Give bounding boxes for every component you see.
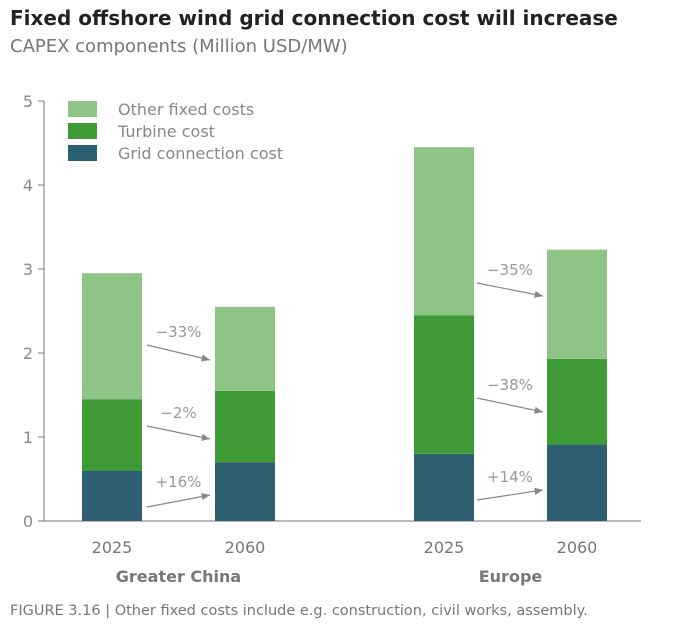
change-label: −35% [487,261,533,279]
change-label: +16% [156,473,202,491]
y-tick-label: 5 [23,92,33,111]
change-arrow [146,344,211,362]
change-arrow [146,493,211,508]
change-label: −38% [487,376,533,394]
y-tick-label: 4 [23,176,33,195]
legend-swatch [68,101,97,117]
chart-title: Fixed offshore wind grid connection cost… [10,6,618,30]
legend-label: Turbine cost [117,122,215,141]
change-label: +14% [487,468,533,486]
bar-segment [82,273,142,400]
x-tick-label: 2060 [225,538,266,557]
change-arrow [476,397,544,414]
x-tick-label: 2025 [424,538,465,557]
bar-segment [82,470,142,521]
bar-segment [414,147,474,316]
legend-label: Grid connection cost [118,144,283,163]
bar-segment [414,315,474,454]
group-label: Greater China [116,567,241,586]
change-arrow [476,282,544,298]
y-tick-label: 1 [23,428,33,447]
y-tick-label: 2 [23,344,33,363]
change-arrow [146,425,211,441]
change-label: −2% [160,404,196,422]
figure-caption: FIGURE 3.16 | Other fixed costs include … [10,603,588,619]
bar-segment [414,453,474,521]
y-tick-label: 0 [23,512,33,531]
chart-subtitle: CAPEX components (Million USD/MW) [10,36,348,57]
group-label: Europe [479,567,543,586]
legend-swatch [68,123,97,139]
bar-segment [215,306,275,391]
bar-segment [82,399,142,471]
bar-segment [547,444,607,521]
x-tick-label: 2060 [557,538,598,557]
x-tick-label: 2025 [92,538,133,557]
bar-segment [215,390,275,463]
legend-swatch [68,145,97,161]
legend-label: Other fixed costs [118,100,254,119]
change-label: −33% [156,323,202,341]
change-arrow [476,487,544,501]
bar-segment [215,462,275,521]
bar-segment [547,249,607,359]
bar-segment [547,358,607,445]
y-tick-label: 3 [23,260,33,279]
